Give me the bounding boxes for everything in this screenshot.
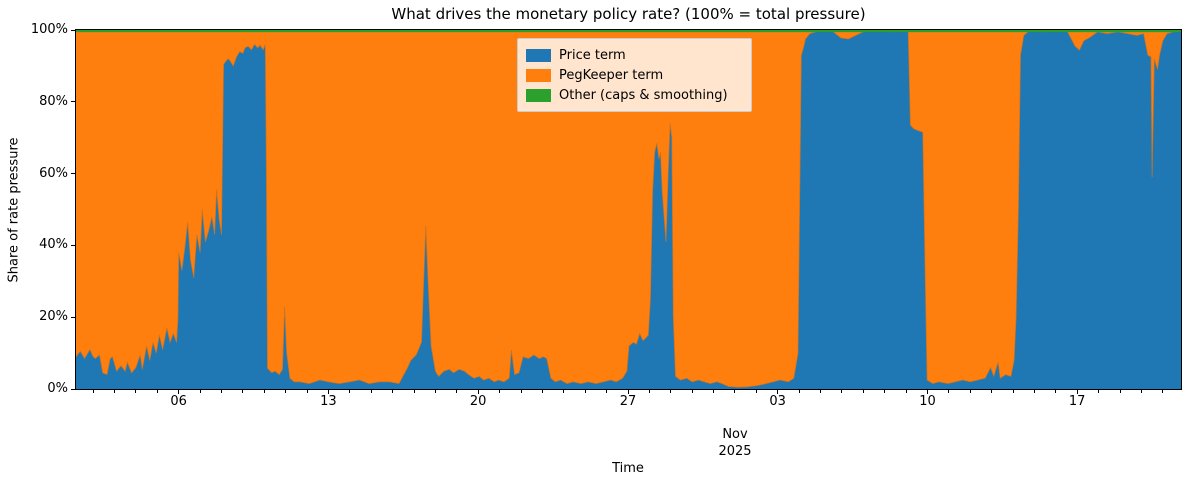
x-minor-tick-mark <box>1012 390 1014 393</box>
legend-item-pegkeeper-term: PegKeeper term <box>526 65 742 85</box>
x-minor-tick-mark <box>434 390 436 393</box>
chart-title: What drives the monetary policy rate? (1… <box>391 5 866 23</box>
x-minor-tick-mark <box>755 390 757 393</box>
x-minor-tick-mark <box>734 390 736 393</box>
x-minor-tick-mark <box>349 390 351 393</box>
x-minor-tick-mark <box>584 390 586 393</box>
x-tick-label: 06 <box>170 394 187 409</box>
x-minor-tick-mark <box>263 390 265 393</box>
x-minor-tick-mark <box>114 390 115 393</box>
y-tick-mark <box>71 316 75 318</box>
month-label-line2: 2025 <box>718 444 752 459</box>
x-minor-tick-mark <box>221 390 222 393</box>
x-minor-tick-mark <box>713 390 714 393</box>
legend-label: Other (caps & smoothing) <box>559 87 728 103</box>
y-tick-label: 80% <box>39 93 68 109</box>
x-minor-tick-mark <box>499 390 501 393</box>
price-term-area <box>76 30 1181 389</box>
x-minor-tick-mark <box>413 390 415 393</box>
x-tick-label: 03 <box>769 394 786 409</box>
y-tick-label: 60% <box>39 165 68 181</box>
x-major-tick-mark <box>1076 390 1078 394</box>
legend-item-price-term: Price term <box>526 45 742 65</box>
x-minor-tick-mark <box>841 390 843 393</box>
x-major-tick-mark <box>777 390 779 394</box>
x-minor-tick-mark <box>1034 390 1035 393</box>
x-minor-tick-mark <box>92 390 94 393</box>
x-minor-tick-mark <box>520 390 522 393</box>
x-minor-tick-mark <box>156 390 158 393</box>
x-minor-tick-mark <box>948 390 950 393</box>
legend-swatch-icon <box>526 48 551 62</box>
legend-item-other-caps-smoothing: Other (caps & smoothing) <box>526 85 742 105</box>
x-major-tick-mark <box>477 390 479 394</box>
y-tick-label: 0% <box>47 381 68 396</box>
x-tick-label: 20 <box>469 394 487 409</box>
x-minor-tick-mark <box>456 390 458 393</box>
legend-label: Price term <box>559 47 626 63</box>
y-tick-mark <box>71 244 75 246</box>
x-minor-tick-mark <box>905 390 907 393</box>
x-minor-tick-mark <box>670 390 672 393</box>
x-major-tick-mark <box>927 390 928 394</box>
x-minor-tick-mark <box>884 390 886 393</box>
x-minor-tick-mark <box>541 390 543 393</box>
x-minor-tick-mark <box>285 390 287 393</box>
y-tick-mark <box>71 173 75 175</box>
x-major-tick-mark <box>178 390 180 394</box>
x-minor-tick-mark <box>862 390 864 393</box>
y-tick-mark <box>71 388 75 390</box>
legend-swatch-icon <box>526 88 551 102</box>
x-minor-tick-mark <box>969 390 971 393</box>
x-minor-tick-mark <box>1055 390 1057 393</box>
x-minor-tick-mark <box>1119 390 1121 393</box>
x-axis-label: Time <box>612 461 644 476</box>
x-minor-tick-mark <box>199 390 201 393</box>
legend-swatch-icon <box>526 68 551 82</box>
x-minor-tick-mark <box>306 390 308 393</box>
x-minor-tick-mark <box>1140 390 1142 393</box>
y-tick-label: 20% <box>39 309 68 325</box>
x-tick-label: 17 <box>1068 394 1086 409</box>
x-major-tick-mark <box>327 390 329 394</box>
y-tick-label: 100% <box>30 22 68 37</box>
x-tick-label: 10 <box>919 394 936 409</box>
month-label-line1: Nov <box>722 427 748 442</box>
x-minor-tick-mark <box>242 390 244 393</box>
x-minor-tick-mark <box>606 390 608 393</box>
x-minor-tick-mark <box>798 390 800 393</box>
x-minor-tick-mark <box>392 390 394 393</box>
x-major-tick-mark <box>627 390 629 394</box>
x-minor-tick-mark <box>820 390 821 393</box>
x-minor-tick-mark <box>135 390 137 393</box>
y-tick-mark <box>71 101 75 103</box>
legend: Price term PegKeeper term Other (caps & sm… <box>517 38 752 112</box>
x-minor-tick-mark <box>563 390 565 393</box>
x-tick-label: 27 <box>619 394 637 409</box>
price-term-edge <box>76 30 1181 388</box>
x-minor-tick-mark <box>648 390 650 393</box>
x-minor-tick-mark <box>1098 390 1100 393</box>
x-minor-tick-mark <box>1162 390 1164 393</box>
y-axis-label: Share of rate pressure <box>6 137 22 283</box>
other-term-area <box>76 30 1181 33</box>
month-year-tick-label: Nov 2025 <box>695 426 775 460</box>
x-minor-tick-mark <box>991 390 993 393</box>
x-minor-tick-mark <box>370 390 372 393</box>
y-tick-label: 40% <box>39 237 68 253</box>
y-tick-mark <box>71 29 75 31</box>
x-minor-tick-mark <box>691 390 693 393</box>
legend-label: PegKeeper term <box>559 67 664 83</box>
x-tick-label: 13 <box>320 394 337 409</box>
